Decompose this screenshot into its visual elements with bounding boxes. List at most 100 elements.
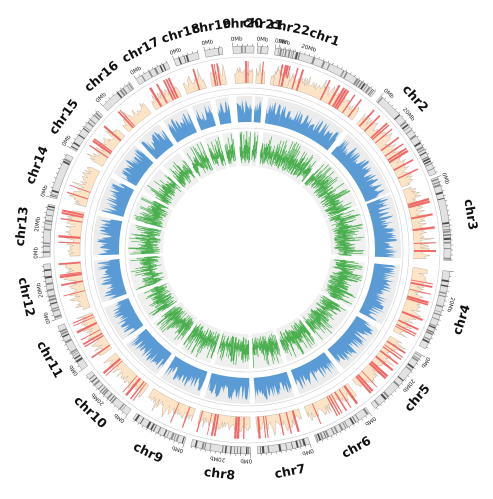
tick-mark bbox=[416, 363, 419, 365]
ideogram-band bbox=[248, 446, 250, 454]
track2-area bbox=[253, 100, 262, 123]
chromosome-label: chr7 bbox=[273, 461, 306, 482]
tick-mark bbox=[172, 55, 175, 60]
tick-mark bbox=[354, 74, 356, 77]
ideogram-band bbox=[126, 85, 132, 92]
tick-label-20mb: 20Mb bbox=[36, 282, 45, 299]
ideogram-band bbox=[259, 446, 262, 454]
tick-mark bbox=[421, 354, 426, 358]
track1-highlight bbox=[122, 375, 138, 393]
ideogram-band bbox=[301, 438, 306, 446]
track1-highlight bbox=[129, 381, 145, 400]
track1-chr9 bbox=[148, 388, 196, 428]
ideogram-band bbox=[418, 148, 425, 154]
track3-chr15 bbox=[143, 168, 186, 208]
tick-mark bbox=[52, 182, 55, 184]
ideogram-band bbox=[128, 83, 134, 90]
track1-chr2 bbox=[356, 109, 419, 188]
tick-label-start: 0Mb bbox=[274, 38, 287, 46]
tick-mark bbox=[374, 89, 377, 92]
ideogram-band bbox=[261, 446, 265, 454]
ideogram-band bbox=[70, 348, 78, 354]
ideogram-band bbox=[121, 405, 127, 412]
ideogram-band bbox=[62, 333, 70, 338]
ideogram-band bbox=[320, 60, 326, 69]
ticks-chr1: 0Mb 20Mb bbox=[274, 38, 377, 92]
tick-mark bbox=[410, 371, 413, 373]
track1-chr8 bbox=[196, 410, 251, 439]
track2-chr13 bbox=[93, 215, 123, 256]
tick-mark bbox=[404, 119, 407, 122]
track1-highlight bbox=[155, 83, 168, 104]
tick-mark bbox=[124, 414, 128, 419]
track1-chr15 bbox=[86, 125, 126, 167]
tick-label-start: 0Mb bbox=[363, 415, 376, 427]
tick-mark bbox=[113, 405, 116, 408]
track1-highlight bbox=[326, 396, 339, 417]
track2-chr7 bbox=[253, 371, 295, 404]
tick-mark bbox=[384, 97, 387, 100]
track1-highlight bbox=[76, 321, 98, 334]
tick-mark bbox=[76, 134, 79, 136]
tick-mark bbox=[383, 400, 386, 403]
track1-highlight bbox=[61, 211, 84, 219]
ideogram-band bbox=[401, 123, 409, 130]
tick-mark bbox=[71, 357, 74, 359]
ideogram-band bbox=[443, 248, 451, 250]
tick-mark bbox=[57, 330, 60, 332]
chromosome-label: chr12 bbox=[15, 276, 38, 318]
chromosome-label: chr14 bbox=[22, 143, 51, 186]
track1-highlight bbox=[167, 77, 179, 99]
tick-mark bbox=[59, 163, 62, 165]
track1-chr18 bbox=[183, 68, 207, 95]
tick-mark bbox=[323, 58, 325, 61]
track1-chr14 bbox=[66, 167, 100, 207]
track2-chr3 bbox=[366, 194, 401, 259]
track3-spikes bbox=[169, 160, 196, 188]
tick-label-start: 0Mb bbox=[256, 37, 269, 44]
track2-area bbox=[366, 196, 398, 258]
chromosome-label: chr10 bbox=[71, 393, 110, 432]
ideogram-band bbox=[209, 443, 212, 451]
track2-area bbox=[358, 263, 397, 322]
track1-highlight bbox=[260, 61, 265, 84]
tick-mark bbox=[99, 102, 103, 106]
ideogram-band bbox=[393, 380, 400, 387]
ideogram-band bbox=[414, 141, 421, 148]
ideogram-band bbox=[432, 181, 440, 186]
track1-highlight bbox=[210, 64, 217, 87]
tick-mark bbox=[50, 310, 53, 312]
track1-highlight bbox=[413, 242, 436, 245]
track3-chr6 bbox=[275, 317, 319, 362]
ideogram-band bbox=[54, 314, 62, 319]
track1-highlight bbox=[388, 149, 409, 164]
tick-mark bbox=[187, 52, 189, 55]
ideogram-band bbox=[91, 377, 98, 383]
tick-mark bbox=[380, 404, 382, 407]
ticks-chr14: 0Mb bbox=[40, 154, 67, 198]
ideogram-band bbox=[267, 445, 270, 453]
ideogram-band bbox=[397, 376, 404, 382]
ideogram-band bbox=[49, 297, 57, 302]
track1-highlight bbox=[343, 385, 359, 405]
ideogram-band bbox=[399, 121, 407, 127]
ideogram-band bbox=[298, 439, 303, 447]
tick-mark bbox=[137, 422, 140, 425]
track1-highlight bbox=[335, 90, 350, 110]
tick-mark bbox=[117, 408, 120, 411]
track1-highlight bbox=[149, 87, 163, 108]
ideogram-band bbox=[427, 167, 435, 172]
ideogram-band bbox=[407, 363, 415, 369]
tick-mark bbox=[419, 140, 422, 142]
track2-chr5 bbox=[327, 315, 380, 370]
track3-spikes bbox=[303, 295, 346, 340]
ideogram-band bbox=[429, 323, 437, 327]
ideogram-chr14 bbox=[49, 153, 74, 200]
ideogram-band bbox=[230, 446, 232, 454]
tick-label-start: 0Mb bbox=[419, 356, 431, 370]
track1-chr3 bbox=[402, 186, 436, 259]
track1-highlight bbox=[327, 84, 341, 105]
track3-chr14 bbox=[132, 194, 173, 229]
tick-mark bbox=[89, 380, 91, 383]
ideogram-chr4 bbox=[418, 270, 451, 350]
